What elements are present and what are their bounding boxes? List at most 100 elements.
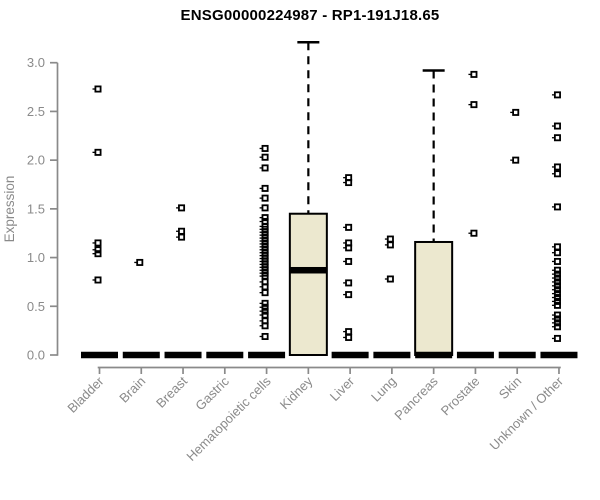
outlier-point — [553, 278, 561, 286]
y-tick-label: 0.0 — [27, 348, 45, 363]
outlier-point — [553, 163, 561, 171]
outlier-point — [470, 70, 478, 78]
outlier-point — [553, 266, 561, 274]
outlier-point — [261, 144, 269, 152]
outlier-point — [94, 148, 102, 156]
y-tick-label: 2.5 — [27, 104, 45, 119]
outlier-point — [553, 91, 561, 99]
outlier-point — [345, 244, 353, 252]
outlier-point — [261, 311, 269, 319]
x-tick-label: Brain — [116, 374, 148, 406]
outlier-point — [94, 276, 102, 284]
zero-median-line — [456, 351, 494, 359]
y-tick-label: 1.5 — [27, 201, 45, 216]
zero-median-line — [81, 351, 118, 359]
outlier-point — [553, 122, 561, 130]
outlier-point — [553, 319, 561, 327]
outlier-point — [553, 294, 561, 302]
median-line — [289, 266, 327, 274]
outlier-point — [94, 246, 102, 254]
outlier-point — [553, 334, 561, 342]
x-tick-label: Kidney — [277, 373, 316, 412]
outlier-point — [345, 279, 353, 287]
outlier-point — [553, 315, 561, 323]
outlier-point — [512, 108, 520, 116]
outlier-point — [470, 101, 478, 109]
outlier-point — [553, 243, 561, 251]
zero-median-line — [248, 351, 286, 359]
zero-median-line — [122, 351, 160, 359]
outlier-point — [553, 311, 561, 319]
outlier-point — [345, 257, 353, 265]
x-tick-label: Unknown / Other — [487, 373, 567, 453]
outlier-point — [386, 241, 394, 249]
outlier-point — [94, 250, 102, 258]
zero-median-line — [331, 351, 369, 359]
outlier-point — [345, 291, 353, 299]
zero-median-line — [540, 351, 578, 359]
outlier-point — [553, 170, 561, 178]
outlier-point — [386, 275, 394, 283]
outlier-point — [261, 184, 269, 192]
outlier-point — [345, 179, 353, 187]
outlier-point — [553, 270, 561, 278]
outlier-point — [261, 214, 269, 222]
x-tick-label: Prostate — [438, 374, 483, 419]
x-tick-label: Skin — [496, 374, 524, 402]
x-tick-label: Liver — [327, 373, 358, 404]
outlier-point — [386, 235, 394, 243]
median-line — [415, 351, 453, 359]
outlier-point — [553, 282, 561, 290]
zero-median-line — [164, 351, 202, 359]
outlier-point — [261, 289, 269, 297]
outlier-point — [553, 134, 561, 142]
outlier-point — [178, 233, 186, 241]
outlier-point — [553, 286, 561, 294]
y-tick-label: 3.0 — [27, 55, 45, 70]
outlier-point — [553, 203, 561, 211]
x-tick-label: Breast — [153, 373, 190, 410]
outlier-point — [345, 328, 353, 336]
outlier-point — [261, 153, 269, 161]
outlier-point — [178, 227, 186, 235]
outlier-point — [261, 283, 269, 291]
outlier-point — [261, 194, 269, 202]
outlier-point — [553, 323, 561, 331]
outlier-point — [553, 297, 561, 305]
outlier-point — [261, 322, 269, 330]
box — [414, 240, 454, 356]
outlier-point — [261, 204, 269, 212]
chart-title: ENSG00000224987 - RP1-191J18.65 — [180, 7, 440, 24]
outlier-point — [553, 257, 561, 265]
outlier-point — [470, 229, 478, 237]
y-tick-label: 1.0 — [27, 250, 45, 265]
outlier-point — [553, 301, 561, 309]
outlier-point — [261, 299, 269, 307]
outlier-point — [553, 249, 561, 257]
y-tick-label: 2.0 — [27, 153, 45, 168]
outlier-point — [94, 239, 102, 247]
zero-median-line — [206, 351, 244, 359]
outlier-point — [553, 274, 561, 282]
outlier-point — [94, 85, 102, 93]
outlier-point — [345, 223, 353, 231]
outlier-point — [261, 307, 269, 315]
outlier-point — [178, 204, 186, 212]
box — [288, 212, 328, 356]
outlier-point — [261, 332, 269, 340]
x-tick-label: Pancreas — [391, 373, 441, 423]
x-tick-label: Bladder — [64, 373, 107, 416]
x-tick-label: Lung — [368, 374, 399, 405]
outlier-point — [512, 156, 520, 164]
y-axis-title: Expression — [2, 176, 17, 243]
outlier-point — [261, 303, 269, 311]
x-tick-label: Gastric — [192, 373, 232, 413]
outlier-point — [261, 164, 269, 172]
zero-median-line — [373, 351, 411, 359]
y-tick-label: 0.5 — [27, 299, 45, 314]
outlier-point — [553, 290, 561, 298]
outlier-point — [345, 333, 353, 341]
outlier-point — [136, 258, 144, 266]
